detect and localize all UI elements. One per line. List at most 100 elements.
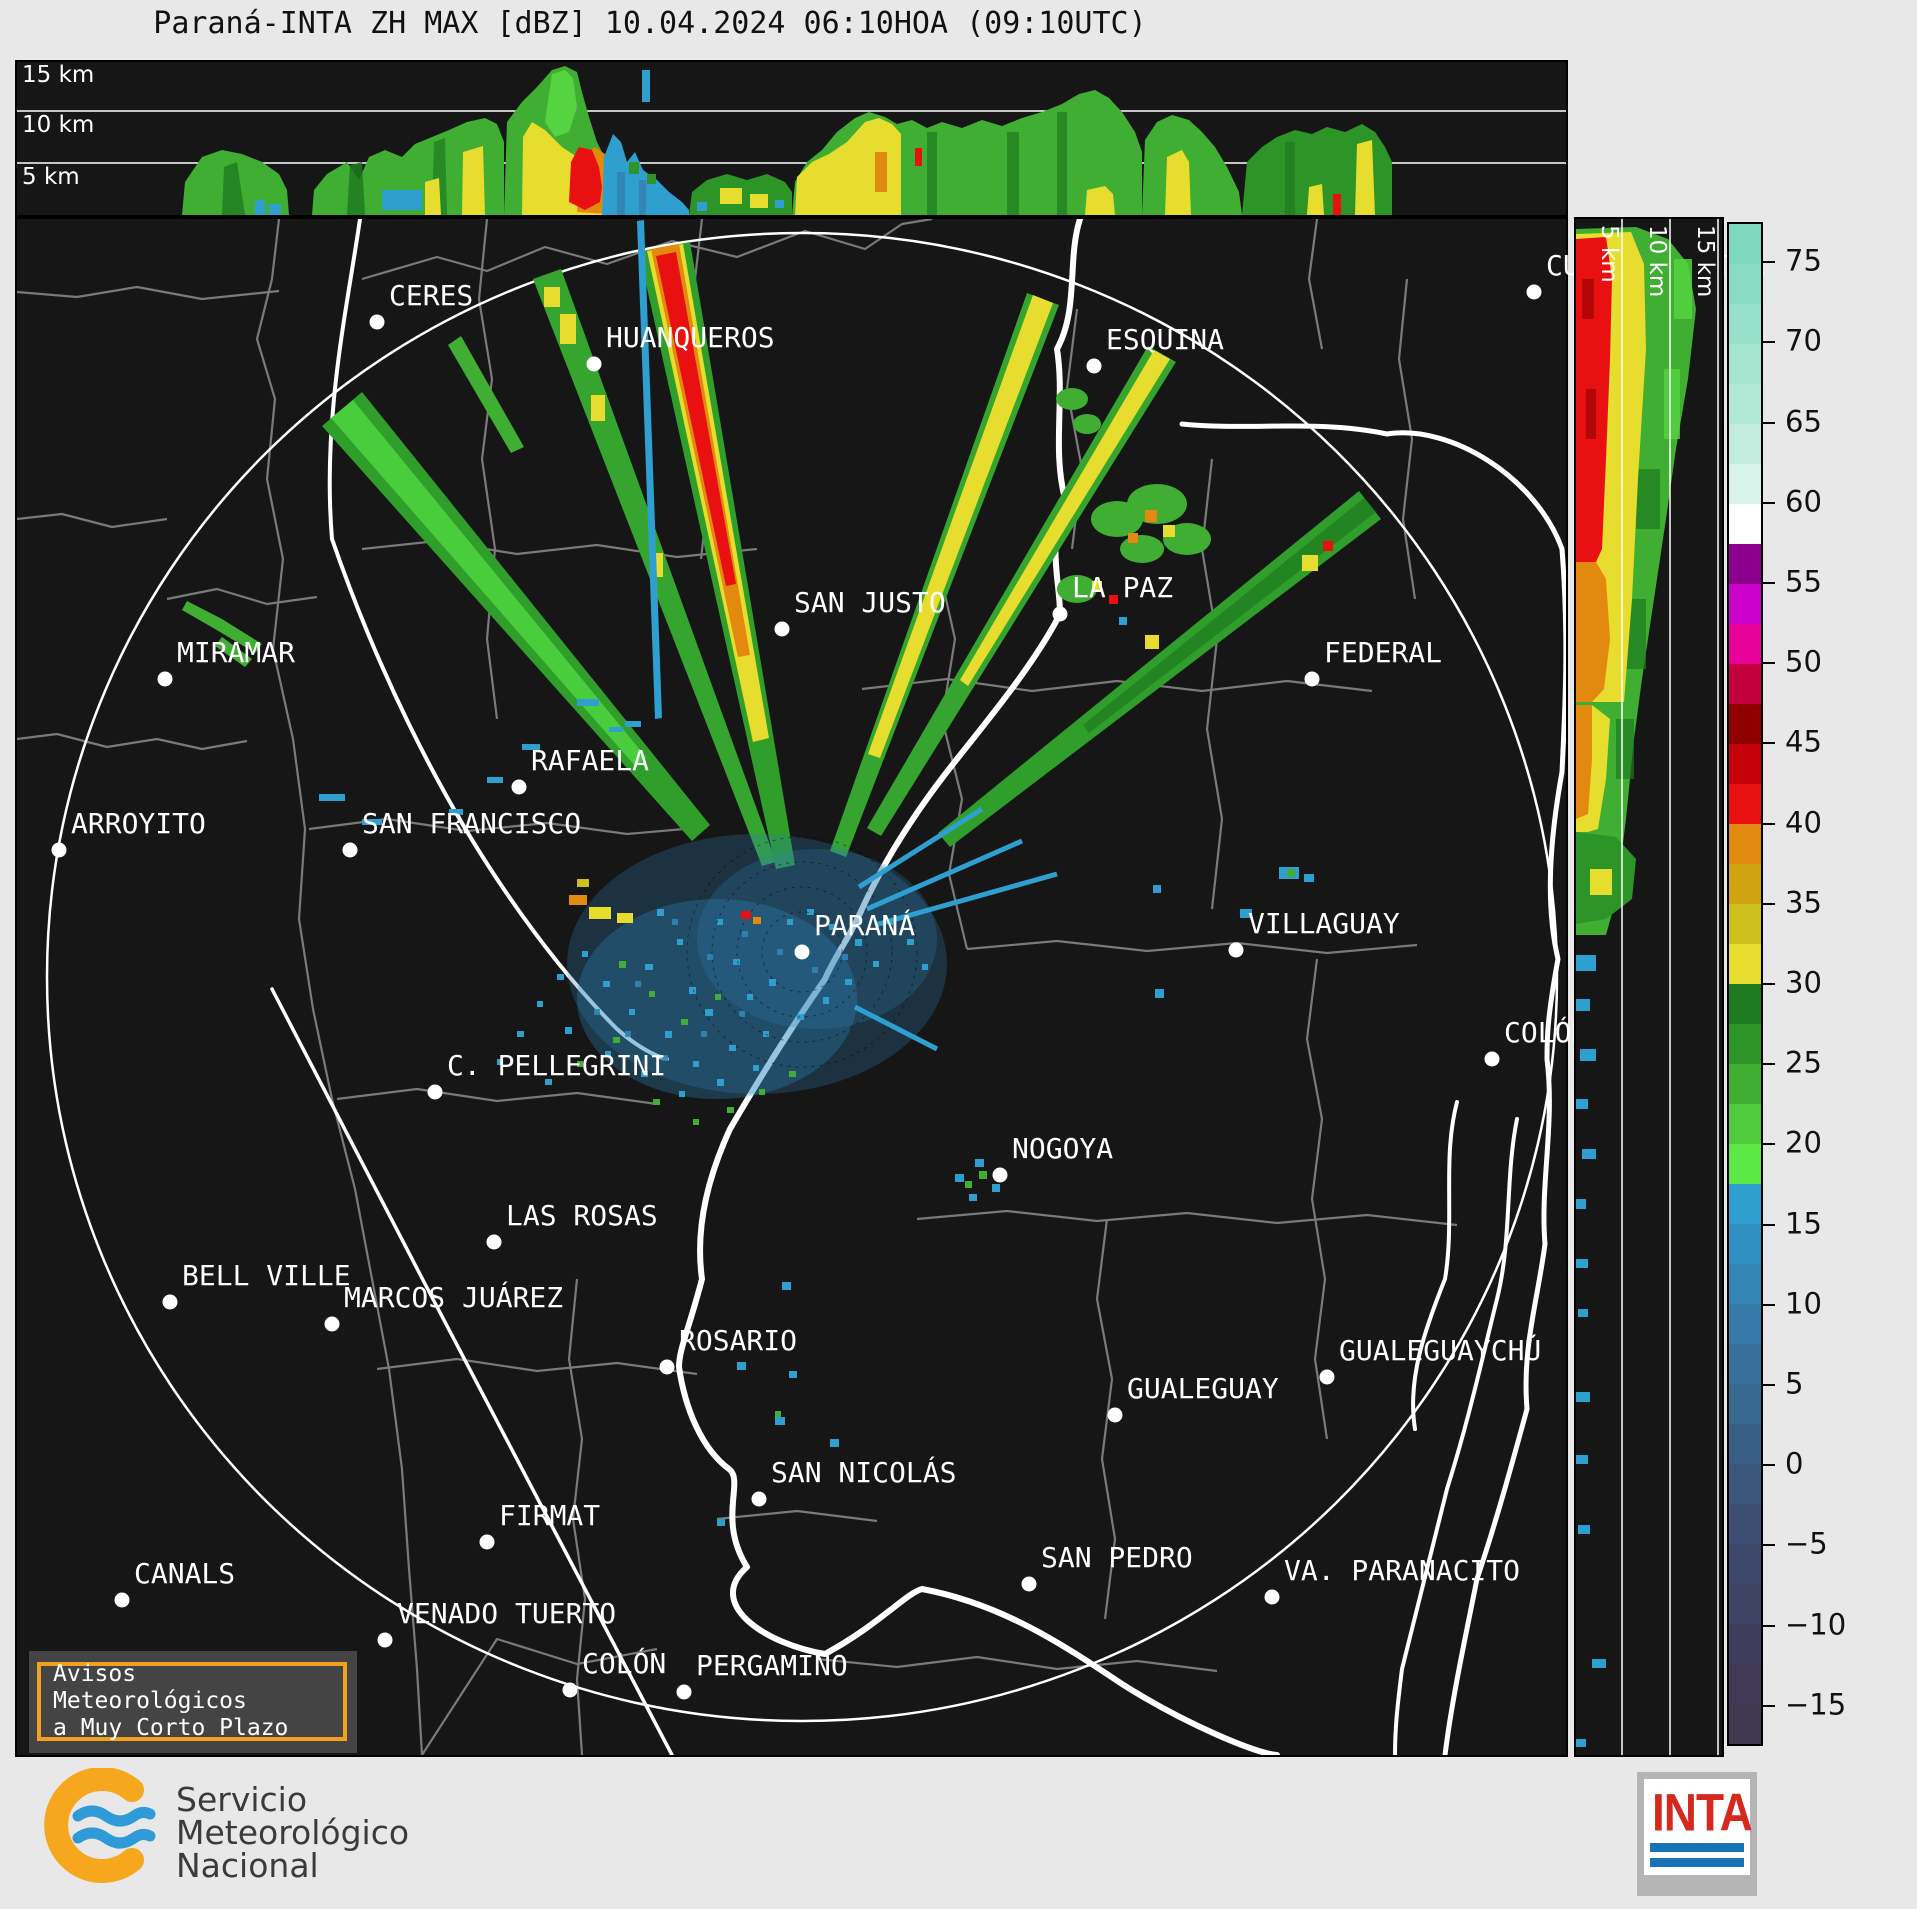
- colorbar-tick-label: 75: [1785, 243, 1822, 278]
- colorbar-tick-label: 20: [1785, 1125, 1822, 1160]
- colorbar-segment: [1729, 704, 1761, 744]
- colorbar-segment: [1729, 384, 1761, 424]
- colorbar: 75 70 65 60 55 50 45 40 35 30 25 20 15 10 5 0 −5 −10 −15: [1727, 222, 1917, 1746]
- range-ring: [45, 231, 1559, 1723]
- colorbar-tick: [1763, 902, 1775, 905]
- top-cross-section-panel: 15 km 10 km 5 km: [15, 60, 1568, 217]
- colorbar-segment: [1729, 1584, 1761, 1624]
- colorbar-segment: [1729, 904, 1761, 944]
- city-label: LAS ROSAS: [506, 1199, 658, 1232]
- colorbar-segment: [1729, 1264, 1761, 1304]
- city-dot: [1264, 1589, 1280, 1605]
- city-label: SAN NICOLÁS: [771, 1456, 957, 1489]
- colorbar-segment: [1729, 1144, 1761, 1184]
- colorbar-segment: [1729, 1304, 1761, 1344]
- city-dot: [1304, 671, 1320, 687]
- colorbar-tick: [1763, 1384, 1775, 1387]
- city-label: VILLAGUAY: [1248, 907, 1400, 940]
- colorbar-tick-label: −10: [1785, 1606, 1847, 1641]
- colorbar-tick-label: 70: [1785, 323, 1822, 358]
- city-label: LA PAZ: [1072, 571, 1174, 604]
- colorbar-tick-label: −15: [1785, 1687, 1847, 1722]
- top-panel-5km-label: 5 km: [22, 164, 80, 190]
- city-label: FEDERAL: [1324, 636, 1443, 669]
- colorbar-tick-label: 5: [1785, 1366, 1804, 1401]
- colorbar-tick-label: 35: [1785, 885, 1822, 920]
- colorbar-segment: [1729, 304, 1761, 344]
- colorbar-segment: [1729, 1544, 1761, 1584]
- colorbar-segment: [1729, 224, 1761, 264]
- colorbar-segment: [1729, 264, 1761, 304]
- city-dot: [1319, 1369, 1335, 1385]
- colorbar-segment: [1729, 1624, 1761, 1664]
- colorbar-segment: [1729, 1704, 1761, 1744]
- warning-badge-line1: Avisos Meteorológicos: [53, 1661, 247, 1714]
- city-dot: [1052, 606, 1068, 622]
- colorbar-segment: [1729, 1464, 1761, 1504]
- city-dot: [324, 1316, 340, 1332]
- colorbar-tick: [1763, 1063, 1775, 1066]
- colorbar-tick: [1763, 1544, 1775, 1547]
- colorbar-tick: [1763, 261, 1775, 264]
- inta-logo-card: INTA: [1644, 1779, 1753, 1875]
- city-label: GUALEGUAY: [1127, 1372, 1279, 1405]
- warning-badge[interactable]: Avisos Meteorológicos a Muy Corto Plazo: [29, 1651, 357, 1753]
- city-dot: [157, 671, 173, 687]
- colorbar-segment: [1729, 1184, 1761, 1224]
- city-dot: [377, 1632, 393, 1648]
- city-dot: [1021, 1576, 1037, 1592]
- city-dot: [114, 1592, 130, 1608]
- colorbar-scale: [1727, 222, 1763, 1746]
- colorbar-tick: [1763, 1143, 1775, 1146]
- city-dot: [774, 621, 790, 637]
- city-label: VENADO TUERTO: [397, 1597, 617, 1630]
- city-label: SAN JUSTO: [794, 586, 946, 619]
- city-dot: [1484, 1051, 1500, 1067]
- city-dot: [1086, 358, 1102, 374]
- colorbar-segment: [1729, 944, 1761, 984]
- city-dot: [427, 1084, 443, 1100]
- colorbar-segment: [1729, 864, 1761, 904]
- city-label: GUALEGUAYCHÚ: [1339, 1334, 1542, 1367]
- map-layers: [17, 219, 1566, 1755]
- colorbar-tick: [1763, 983, 1775, 985]
- colorbar-segment: [1729, 1104, 1761, 1144]
- colorbar-tick: [1763, 1704, 1775, 1707]
- city-dot: [51, 842, 67, 858]
- colorbar-segment: [1729, 1344, 1761, 1384]
- colorbar-segment: [1729, 664, 1761, 704]
- city-dot: [1107, 1407, 1123, 1423]
- city-dot: [794, 944, 810, 960]
- colorbar-segment: [1729, 1064, 1761, 1104]
- city-label: MIRAMAR: [177, 636, 296, 669]
- city-dot: [369, 314, 385, 330]
- inta-bar-top: [1650, 1843, 1744, 1852]
- top-panel-10km-label: 10 km: [22, 112, 95, 138]
- city-dot: [479, 1534, 495, 1550]
- city-dot: [1526, 284, 1542, 300]
- right-cross-section-echoes: [1576, 219, 1719, 1755]
- city-label: RAFAELA: [531, 744, 650, 777]
- city-label: CANALS: [134, 1557, 236, 1590]
- colorbar-segment: [1729, 744, 1761, 784]
- city-dot: [659, 1359, 675, 1375]
- colorbar-tick: [1763, 1223, 1775, 1226]
- colorbar-tick-label: 15: [1785, 1205, 1822, 1240]
- right-panel-5km-label: 5 km: [1596, 225, 1622, 283]
- right-panel-15km-label: 15 km: [1692, 225, 1718, 298]
- city-dot: [562, 1682, 578, 1698]
- warning-badge-line2: a Muy Corto Plazo: [53, 1715, 289, 1741]
- smn-line-nacional: Nacional: [176, 1846, 319, 1885]
- colorbar-segment: [1729, 824, 1761, 864]
- radar-map[interactable]: CERESHUANQUEROSESQUINACURUZÚ CUATIÁSAN J…: [15, 217, 1765, 1757]
- top-panel-15km-label: 15 km: [22, 62, 95, 88]
- colorbar-segment: [1729, 544, 1761, 584]
- top-cross-section-echoes: [17, 66, 1566, 215]
- colorbar-tick: [1763, 501, 1775, 504]
- city-dot: [676, 1684, 692, 1700]
- colorbar-tick-label: 45: [1785, 724, 1822, 759]
- colorbar-tick-label: 65: [1785, 403, 1822, 438]
- city-label: SAN FRANCISCO: [362, 807, 582, 840]
- colorbar-tick-label: 60: [1785, 484, 1822, 519]
- smn-logo-text: Servicio Meteorológico Nacional: [176, 1783, 409, 1882]
